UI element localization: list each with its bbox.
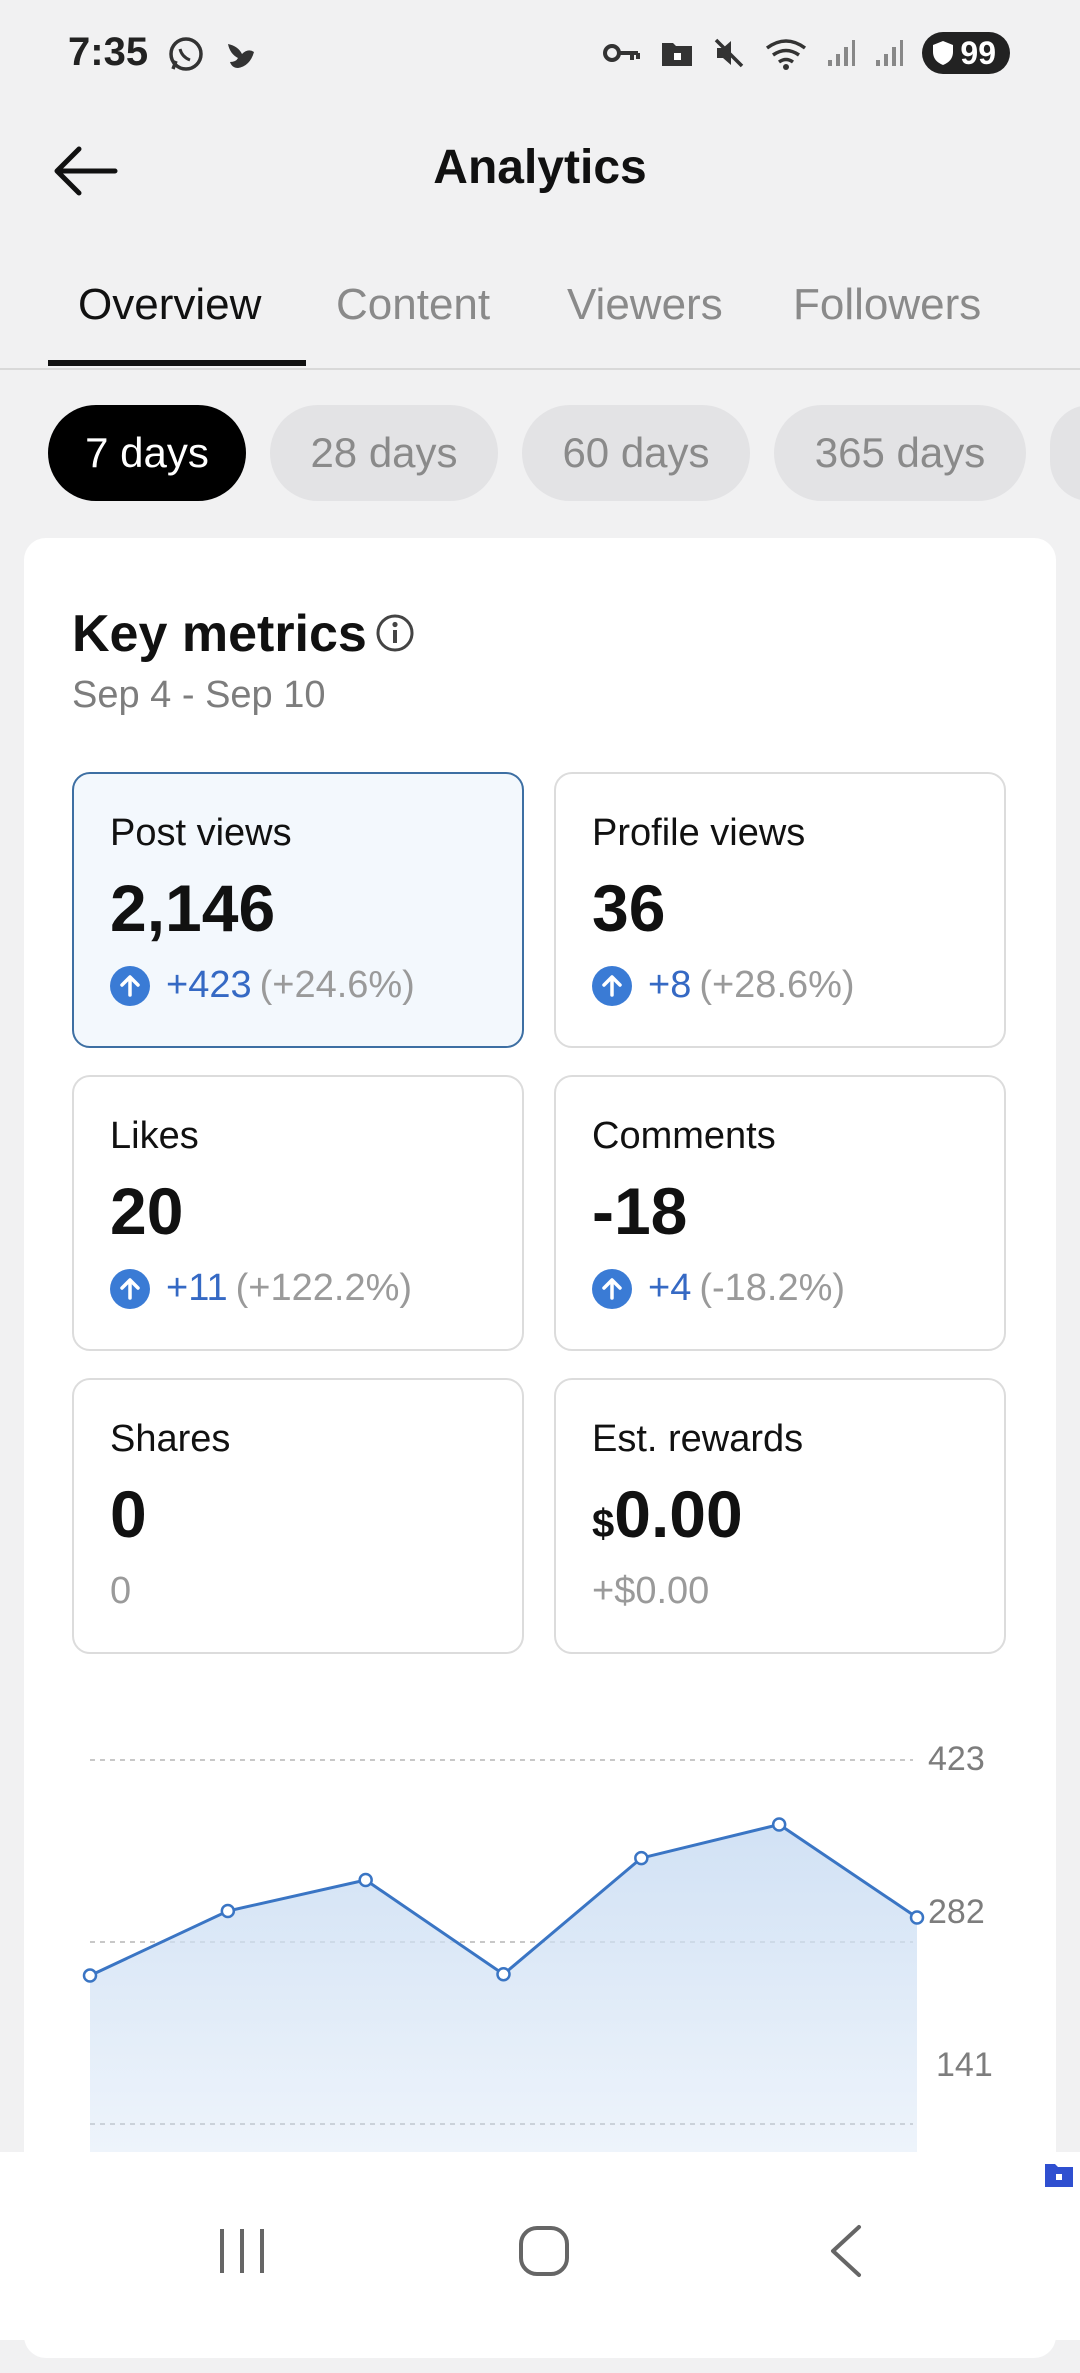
metric-label: Comments bbox=[592, 1115, 776, 1157]
metric-change-value: +423 bbox=[166, 964, 252, 1006]
tab-content[interactable]: Content bbox=[336, 280, 491, 329]
metric-shares[interactable]: Shares 0 0 bbox=[72, 1378, 524, 1654]
chart-point[interactable] bbox=[358, 1872, 373, 1888]
metric-value: -18 bbox=[592, 1174, 688, 1248]
metric-change-percent: (-18.2%) bbox=[699, 1267, 846, 1309]
currency-symbol: $ bbox=[592, 1502, 615, 1546]
period-365-days[interactable]: 365 days bbox=[774, 405, 1026, 501]
metric-value: 0 bbox=[110, 1477, 147, 1551]
metric-change-value: +8 bbox=[648, 964, 692, 1006]
mute-icon bbox=[712, 36, 746, 70]
whatsapp-icon bbox=[166, 34, 206, 74]
battery-level: 99 bbox=[960, 34, 996, 71]
period-more[interactable] bbox=[1050, 405, 1080, 501]
metric-change-value: +$0.00 bbox=[592, 1570, 710, 1612]
home-icon bbox=[519, 2226, 569, 2276]
key-icon bbox=[602, 38, 642, 68]
metric-change-value: 0 bbox=[110, 1570, 132, 1612]
period-28-days[interactable]: 28 days bbox=[270, 405, 498, 501]
battery-indicator: 99 bbox=[922, 32, 1010, 74]
metric-post-views[interactable]: Post views 2,146 +423 (+24.6%) bbox=[72, 772, 524, 1048]
key-metrics-title: Key metrics bbox=[72, 605, 367, 663]
system-back-button[interactable] bbox=[786, 2206, 906, 2296]
app-header: Analytics bbox=[0, 110, 1080, 230]
battery-icon bbox=[933, 41, 954, 65]
page-title: Analytics bbox=[433, 141, 647, 194]
chart-point[interactable] bbox=[909, 1910, 925, 1925]
metric-change-value: +11 bbox=[166, 1267, 228, 1309]
tab-bar: Overview Content Viewers Followers L bbox=[0, 262, 1080, 370]
metric-label: Profile views bbox=[592, 812, 806, 854]
arrow-up-icon bbox=[592, 965, 632, 1006]
metric-comments[interactable]: Comments -18 +4 (-18.2%) bbox=[554, 1075, 1006, 1351]
metric-value: 36 bbox=[592, 871, 666, 945]
arrow-up-icon bbox=[110, 1268, 150, 1309]
recents-button[interactable] bbox=[182, 2206, 302, 2296]
chart-point[interactable] bbox=[496, 1967, 511, 1982]
arrow-left-icon bbox=[54, 146, 118, 196]
back-icon bbox=[831, 2225, 861, 2277]
metric-change: +$0.00 bbox=[592, 1570, 709, 1613]
metric-label: Shares bbox=[110, 1418, 231, 1460]
metric-profile-views[interactable]: Profile views 36 +8 (+28.6%) bbox=[554, 772, 1006, 1048]
metric-change: +423 (+24.6%) bbox=[110, 964, 415, 1007]
folder-lock-icon bbox=[1044, 2160, 1074, 2190]
tab-overview[interactable]: Overview bbox=[78, 280, 262, 329]
metric-change-value: +4 bbox=[648, 1267, 692, 1309]
metric-amount: 0.00 bbox=[614, 1477, 743, 1551]
metric-change-percent: (+28.6%) bbox=[699, 964, 855, 1006]
home-button[interactable] bbox=[484, 2206, 604, 2296]
tab-followers[interactable]: Followers bbox=[793, 280, 982, 329]
metric-value: 2,146 bbox=[110, 871, 276, 945]
chart-point[interactable] bbox=[220, 1903, 236, 1919]
metric-label: Est. rewards bbox=[592, 1418, 804, 1460]
tabs-fade bbox=[1000, 262, 1080, 366]
status-time: 7:35 bbox=[68, 30, 149, 74]
metric-change-percent: (+24.6%) bbox=[259, 964, 415, 1006]
metric-label: Post views bbox=[110, 812, 292, 854]
period-60-days[interactable]: 60 days bbox=[522, 405, 750, 501]
system-nav-bar bbox=[0, 2152, 1080, 2340]
date-range: Sep 4 - Sep 10 bbox=[72, 674, 326, 716]
chart-point[interactable] bbox=[771, 1817, 787, 1832]
period-7-days[interactable]: 7 days bbox=[48, 405, 246, 501]
metric-change: +8 (+28.6%) bbox=[592, 964, 855, 1007]
metric-value: $0.00 bbox=[592, 1476, 743, 1552]
metric-change: 0 bbox=[110, 1570, 131, 1613]
tab-viewers[interactable]: Viewers bbox=[567, 280, 723, 329]
status-bar: 7:35 99 bbox=[0, 0, 1080, 110]
period-selector: 7 days 28 days 60 days 365 days bbox=[0, 405, 1080, 505]
recents-icon bbox=[220, 2229, 264, 2273]
metric-likes[interactable]: Likes 20 +11 (+122.2%) bbox=[72, 1075, 524, 1351]
metric-value: 20 bbox=[110, 1174, 184, 1248]
back-button[interactable] bbox=[46, 136, 126, 206]
folder-lock-icon bbox=[660, 38, 694, 68]
chart-point[interactable] bbox=[634, 1850, 649, 1866]
metric-change: +4 (-18.2%) bbox=[592, 1267, 845, 1310]
y-tick-label: 141 bbox=[936, 2046, 993, 2084]
metric-change-percent: (+122.2%) bbox=[235, 1267, 413, 1309]
y-tick-label: 282 bbox=[928, 1893, 985, 1931]
arrow-up-icon bbox=[592, 1268, 632, 1309]
metric-label: Likes bbox=[110, 1115, 199, 1157]
key-metrics-card: Key metrics Sep 4 - Sep 10 Post views 2,… bbox=[24, 538, 1056, 2358]
metric-est-rewards[interactable]: Est. rewards $0.00 +$0.00 bbox=[554, 1378, 1006, 1654]
arrow-up-icon bbox=[110, 965, 150, 1006]
metric-change: +11 (+122.2%) bbox=[110, 1267, 412, 1310]
wifi-icon bbox=[764, 36, 808, 70]
signal-icon bbox=[826, 38, 856, 68]
bird-icon bbox=[220, 34, 260, 74]
chart-point[interactable] bbox=[82, 1968, 98, 1983]
signal-icon bbox=[874, 38, 904, 68]
active-tab-indicator bbox=[48, 360, 306, 366]
info-icon[interactable] bbox=[374, 612, 416, 659]
y-tick-label: 423 bbox=[928, 1740, 985, 1778]
